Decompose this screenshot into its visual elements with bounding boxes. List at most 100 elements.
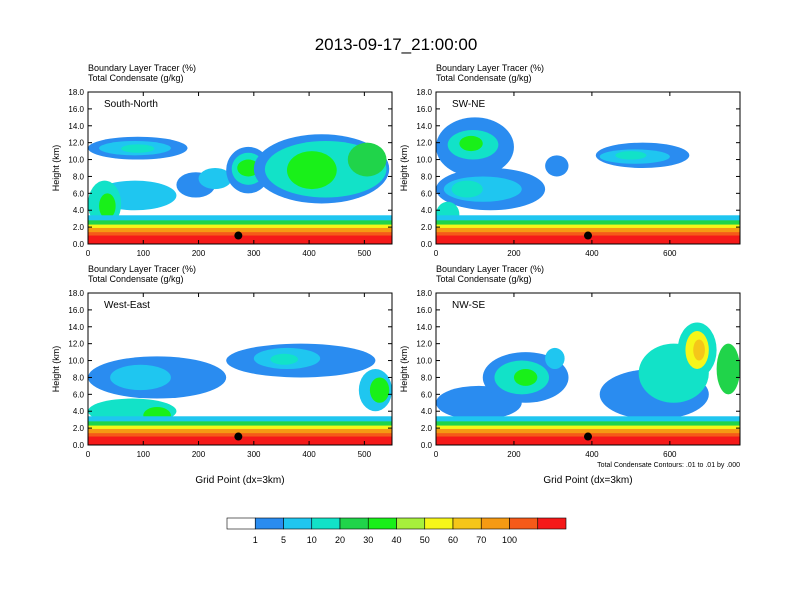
location-marker [584,231,592,240]
x-tick-label: 100 [137,249,151,258]
x-tick-label: 500 [358,450,372,459]
tracer-field-patch [110,364,171,391]
colorbar-label: 50 [420,535,430,545]
location-marker [584,432,592,441]
y-tick-label: 0.0 [73,441,85,450]
boundary-layer-band [436,436,740,445]
y-tick-label: 18.0 [416,289,432,298]
plot-area [436,293,740,445]
y-tick-label: 10.0 [68,156,84,165]
panel-subtitle-condensate: Total Condensate (g/kg) [88,274,184,284]
tracer-field-patch [270,353,299,365]
colorbar-swatch [537,517,567,530]
y-tick-label: 4.0 [73,407,85,416]
panel-subtitle-condensate: Total Condensate (g/kg) [436,274,532,284]
colorbar-swatch [396,517,426,530]
plot-area [88,92,392,244]
boundary-layer-band [436,235,740,244]
y-tick-label: 6.0 [73,390,85,399]
panel-label: NW-SE [452,300,485,311]
y-tick-label: 16.0 [68,105,84,114]
y-tick-label: 4.0 [73,206,85,215]
y-tick-label: 14.0 [416,323,432,332]
panel-4: Boundary Layer Tracer (%)Total Condensat… [399,264,741,486]
y-tick-label: 12.0 [68,139,84,148]
colorbar-swatch [283,517,313,530]
x-tick-label: 200 [192,450,206,459]
x-tick-label: 300 [247,450,261,459]
y-tick-label: 4.0 [421,206,433,215]
colorbar-swatch [367,517,397,530]
colorbar-label: 100 [502,535,517,545]
x-tick-label: 0 [434,450,439,459]
x-tick-label: 400 [302,249,316,258]
y-tick-label: 10.0 [416,357,432,366]
colorbar-label: 20 [335,535,345,545]
x-axis-label: Grid Point (dx=3km) [543,475,632,486]
y-tick-label: 4.0 [421,407,433,416]
y-tick-label: 12.0 [416,340,432,349]
panel-subtitle-tracer: Boundary Layer Tracer (%) [88,63,196,73]
panel-label: SW-NE [452,99,485,110]
panel-subtitle-tracer: Boundary Layer Tracer (%) [436,63,544,73]
y-tick-label: 2.0 [421,223,433,232]
plot-area [436,92,740,244]
boundary-layer-band [88,436,392,445]
tracer-field-patch [286,151,337,190]
colorbar-swatch [226,517,256,530]
x-tick-label: 400 [585,249,599,258]
y-tick-label: 10.0 [416,156,432,165]
plot-frame [87,91,393,245]
y-tick-label: 12.0 [416,139,432,148]
tracer-field-patch [545,155,569,177]
colorbar-label: 5 [281,535,286,545]
y-tick-label: 2.0 [73,424,85,433]
y-tick-label: 10.0 [68,357,84,366]
x-tick-label: 0 [434,249,439,258]
y-tick-label: 16.0 [416,306,432,315]
colorbar-label: 40 [391,535,401,545]
plot-frame [87,292,393,446]
x-tick-label: 200 [507,450,521,459]
tracer-field-patch [451,180,483,198]
panel-3: Boundary Layer Tracer (%)Total Condensat… [51,264,393,486]
panel-subtitle-condensate: Total Condensate (g/kg) [88,73,184,83]
y-tick-label: 8.0 [421,373,433,382]
colorbar-label: 30 [363,535,373,545]
y-tick-label: 14.0 [68,122,84,131]
plot-frame [435,91,741,245]
tracer-field-patch [121,144,155,153]
y-axis-label: Height (km) [399,145,409,192]
y-tick-label: 8.0 [73,373,85,382]
tracer-field-patch [716,343,740,395]
y-tick-label: 16.0 [68,306,84,315]
y-tick-label: 8.0 [73,172,85,181]
y-tick-label: 16.0 [416,105,432,114]
x-tick-label: 600 [663,249,677,258]
y-axis-label: Height (km) [399,346,409,393]
plot-area [88,293,392,445]
y-tick-label: 18.0 [68,88,84,97]
y-tick-label: 6.0 [73,189,85,198]
y-axis-label: Height (km) [51,346,61,393]
x-tick-label: 0 [86,249,91,258]
tracer-field-patch [347,142,387,177]
panel-subtitle-tracer: Boundary Layer Tracer (%) [88,264,196,274]
colorbar: 1 5 10 20 30 40 50 60 70 100 [226,517,567,545]
x-tick-label: 0 [86,450,91,459]
x-tick-label: 100 [137,450,151,459]
contour-note: Total Condensate Contours: .01 to .01 by… [597,462,740,469]
y-tick-label: 2.0 [73,223,85,232]
panel-label: West-East [104,300,150,311]
y-tick-label: 12.0 [68,340,84,349]
colorbar-swatch [480,517,510,530]
tracer-field-patch [513,369,538,386]
y-tick-label: 6.0 [421,390,433,399]
y-tick-label: 0.0 [421,240,433,249]
y-axis-label: Height (km) [51,145,61,192]
colorbar-swatch [509,517,539,530]
plot-frame [435,292,741,446]
location-marker [234,231,243,240]
colorbar-swatch [452,517,482,530]
